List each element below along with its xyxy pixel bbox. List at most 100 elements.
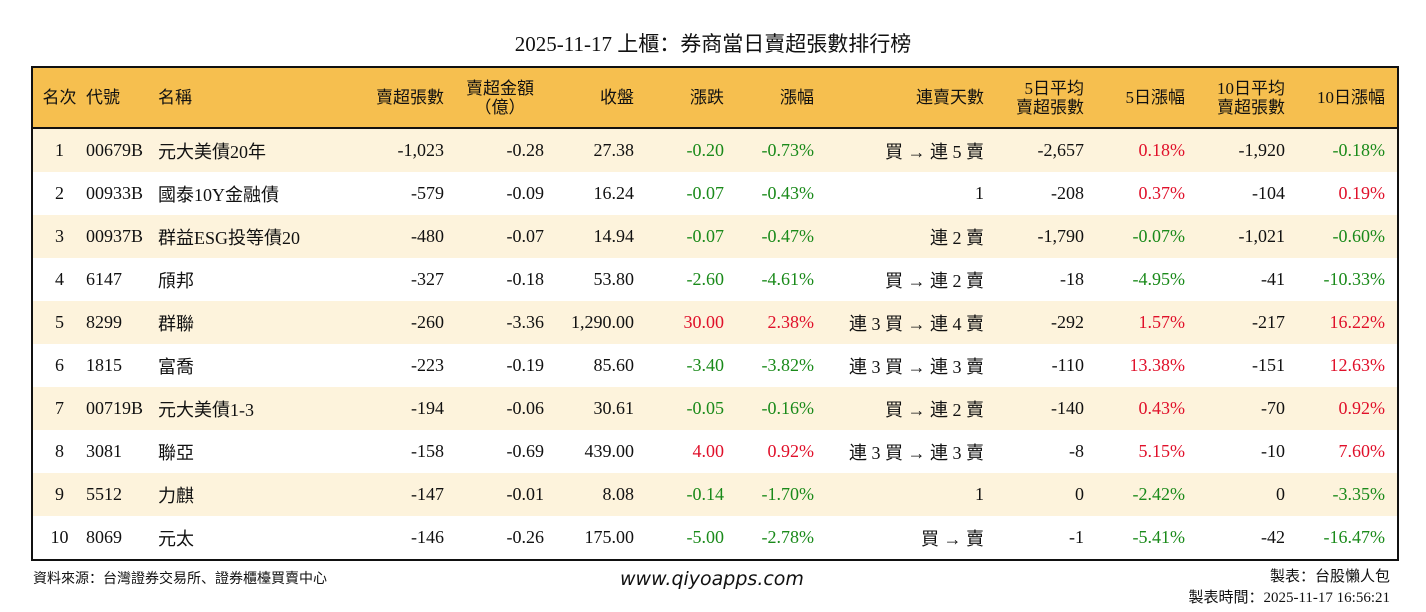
cell-pct10: 0.19% [1338,183,1386,203]
header-label: 賣超張數 [1217,97,1285,117]
cell-change: -0.07 [686,226,725,246]
cell-pct10: 0.92% [1338,398,1386,418]
cell-rank: 6 [55,355,64,375]
cell-avg10-net-sell: -1,021 [1238,226,1286,246]
cell-avg10-net-sell: -70 [1261,398,1285,418]
cell-pct5: 5.15% [1138,441,1186,461]
cell-change: 30.00 [683,312,725,332]
cell-avg5-net-sell: -292 [1051,312,1084,332]
cell-avg5-net-sell: -2,657 [1037,140,1085,160]
header-pct10: 10日漲幅 [1297,67,1398,128]
cell-net-sell-lots: -1,023 [397,140,445,160]
cell-pct10: 16.22% [1329,312,1386,332]
header-net-sell-amount: 賣超金額 （億） [456,67,556,128]
cell-avg5-net-sell: -18 [1060,269,1084,289]
cell-close: 175.00 [584,527,635,547]
cell-avg10-net-sell: -104 [1252,183,1285,203]
cell-change: -0.20 [686,140,725,160]
header-label: 代號 [86,88,120,107]
table-row[interactable]: 7 00719B 元大美債1-3 -194 -0.06 30.61 -0.05 -0.16% 買… [32,387,1398,430]
table-row[interactable]: 8 3081 聯亞 -158 -0.69 439.00 4.00 0.92% 連 3 買 → 連… [32,430,1398,473]
maker: 製表：台股懶人包 [1269,569,1390,585]
cell-close: 1,290.00 [571,312,634,332]
cell-name: 頎邦 [158,270,194,291]
table-header: 名次 代號 名稱 賣超張數 賣超金額 （億） 收盤 漲跌 漲幅 連賣天數 5日平均 賣超張數 5日漲幅 1… [32,67,1398,128]
cell-consecutive-days: 買 → 連 5 賣 [885,141,984,162]
cell-rank: 3 [55,226,64,246]
cell-change-pct: -1.70% [761,484,815,504]
table-row[interactable]: 3 00937B 群益ESG投等債20 -480 -0.07 14.94 -0.07 -0.4… [32,215,1398,258]
cell-net-sell-lots: -260 [411,312,444,332]
website-link[interactable]: www.qiyoapps.com [620,568,804,590]
table-row[interactable]: 2 00933B 國泰10Y金融債 -579 -0.09 16.24 -0.07 -0.43%… [32,172,1398,215]
cell-avg10-net-sell: 0 [1276,484,1285,504]
header-label: 5日平均 [1024,78,1085,98]
cell-net-sell-lots: -146 [411,527,444,547]
header-label: （億） [474,97,526,117]
header-net-sell-lots: 賣超張數 [351,67,456,128]
cell-pct10: -3.35% [1332,484,1386,504]
cell-change-pct: 2.38% [767,312,815,332]
cell-code: 8299 [86,312,122,332]
cell-pct5: -2.42% [1132,484,1186,504]
header-label: 名稱 [158,88,192,107]
cell-net-sell-lots: -147 [411,484,444,504]
header-consecutive-days: 連賣天數 [826,67,996,128]
table-row[interactable]: 6 1815 富喬 -223 -0.19 85.60 -3.40 -3.82% 連 3 買 → … [32,344,1398,387]
cell-pct5: -5.41% [1132,527,1186,547]
cell-pct10: 12.63% [1329,355,1386,375]
cell-pct5: -0.07% [1132,226,1186,246]
table-row[interactable]: 10 8069 元太 -146 -0.26 175.00 -5.00 -2.78% 買 → 賣 -… [32,516,1398,560]
cell-change-pct: -0.43% [761,183,815,203]
cell-net-sell-amount: -3.36 [506,312,545,332]
cell-change-pct: -0.16% [761,398,815,418]
cell-avg5-net-sell: -8 [1069,441,1084,461]
cell-close: 30.61 [593,398,635,418]
cell-avg5-net-sell: -1 [1069,527,1084,547]
cell-avg5-net-sell: -140 [1051,398,1084,418]
cell-name: 群聯 [158,313,194,334]
cell-net-sell-amount: -0.69 [506,441,545,461]
footer-meta: 製表：台股懶人包 製表時間：2025-11-17 16:56:21 [1188,567,1390,609]
header-label: 漲幅 [780,88,814,107]
table-row[interactable]: 5 8299 群聯 -260 -3.36 1,290.00 30.00 2.38% 連 3 買 … [32,301,1398,344]
cell-name: 元太 [158,528,194,549]
cell-consecutive-days: 1 [975,484,984,504]
cell-change-pct: 0.92% [767,441,815,461]
header-avg5-net-sell: 5日平均 賣超張數 [996,67,1096,128]
cell-pct10: -0.18% [1332,140,1386,160]
cell-net-sell-amount: -0.19 [506,355,545,375]
header-label: 收盤 [600,88,634,107]
cell-close: 14.94 [593,226,635,246]
header-close: 收盤 [556,67,646,128]
cell-code: 00933B [86,183,144,203]
cell-change: -0.07 [686,183,725,203]
header-label: 名次 [42,88,77,107]
cell-net-sell-lots: -223 [411,355,444,375]
cell-avg5-net-sell: -1,790 [1037,226,1085,246]
cell-code: 00937B [86,226,144,246]
cell-rank: 1 [55,140,64,160]
cell-net-sell-amount: -0.18 [506,269,545,289]
header-code: 代號 [86,67,158,128]
cell-net-sell-lots: -579 [411,183,444,203]
header-pct5: 5日漲幅 [1096,67,1197,128]
cell-pct5: 0.43% [1138,398,1186,418]
cell-pct10: -0.60% [1332,226,1386,246]
cell-avg5-net-sell: -208 [1051,183,1084,203]
header-change-pct: 漲幅 [736,67,826,128]
cell-code: 8069 [86,527,122,547]
cell-rank: 8 [55,441,64,461]
header-avg10-net-sell: 10日平均 賣超張數 [1197,67,1297,128]
header-label: 連賣天數 [916,88,984,107]
cell-code: 1815 [86,355,122,375]
cell-change: -2.60 [686,269,725,289]
cell-pct10: -16.47% [1323,527,1386,547]
cell-avg10-net-sell: -151 [1252,355,1285,375]
cell-net-sell-lots: -327 [411,269,444,289]
table-row[interactable]: 9 5512 力麒 -147 -0.01 8.08 -0.14 -1.70% 1 0 -2.42% 0… [32,473,1398,516]
table-row[interactable]: 1 00679B 元大美債20年 -1,023 -0.28 27.38 -0.20 -0.73… [32,128,1398,172]
table-row[interactable]: 4 6147 頎邦 -327 -0.18 53.80 -2.60 -4.61% 買 → 連 2 … [32,258,1398,301]
cell-net-sell-amount: -0.06 [506,398,545,418]
cell-change: -0.05 [686,398,725,418]
